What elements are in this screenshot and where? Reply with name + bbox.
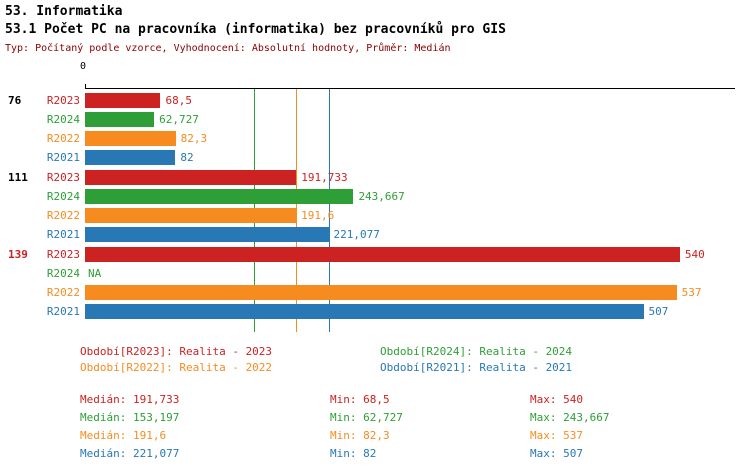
bar-row-R2023: R2023 68,5 [47, 93, 735, 108]
bar-row-R2022: R2022 191,6 [47, 208, 735, 223]
series-label-R2022: R2022 [46, 132, 80, 145]
value-label: 243,667 [358, 190, 405, 203]
bar-row-R2024: R2024 62,727 [47, 112, 735, 127]
stat-min-R2023: Min: 68,5 [330, 393, 390, 406]
bar-R2023 [85, 93, 161, 108]
bar-row-R2023: R2023 540 [47, 247, 735, 262]
bar-R2022 [85, 285, 677, 300]
value-label: 191,733 [301, 171, 348, 184]
stat-max-R2021: Max: 507 [530, 447, 583, 460]
stat-max-R2024: Max: 243,667 [530, 411, 610, 424]
stat-max-R2022: Max: 537 [530, 429, 583, 442]
value-label: 82,3 [180, 132, 208, 145]
chart-legend: Období[R2023]: Realita - 2023 Období[R202… [80, 346, 680, 373]
series-label-R2024: R2024 [46, 190, 80, 203]
series-label-R2021: R2021 [46, 305, 80, 318]
bar-R2024 [85, 189, 354, 204]
value-label: NA [88, 267, 102, 280]
stat-median-R2021: Medián: 221,077 [80, 447, 180, 460]
axis-zero-label: 0 [79, 61, 86, 72]
page-title: 53. Informatika [5, 4, 123, 19]
median-line-R2022 [296, 89, 298, 332]
series-label-R2022: R2022 [46, 209, 80, 222]
legend-item-R2021: Období[R2021]: Realita - 2021 [380, 361, 573, 374]
bar-R2022 [85, 131, 176, 146]
value-label: 537 [681, 286, 702, 299]
bar-row-R2024: R2024 243,667 [47, 189, 735, 204]
value-label: 540 [684, 248, 705, 261]
bar-R2024 [85, 112, 155, 127]
stat-min-R2022: Min: 82,3 [330, 429, 390, 442]
bar-row-R2021: R2021 507 [47, 304, 735, 319]
chart-meta-info: Typ: Počítaný podle vzorce, Vyhodnocení:… [5, 43, 451, 54]
bar-R2021 [85, 227, 329, 242]
bar-R2021 [85, 304, 644, 319]
series-label-R2023: R2023 [46, 94, 80, 107]
value-label: 82 [180, 151, 194, 164]
series-label-R2021: R2021 [46, 151, 80, 164]
series-label-R2024: R2024 [46, 267, 80, 280]
stat-median-R2024: Medián: 153,197 [80, 411, 180, 424]
median-line-R2021 [328, 89, 330, 332]
bar-row-R2022: R2022 82,3 [47, 131, 735, 146]
bar-row-R2021: R2021 82 [47, 150, 735, 165]
group-label: 139 [8, 248, 28, 261]
stat-max-R2023: Max: 540 [530, 393, 583, 406]
page-subtitle: 53.1 Počet PC na pracovníka (informatika… [5, 22, 506, 37]
value-label: 191,6 [301, 209, 335, 222]
stat-min-R2024: Min: 62,727 [330, 411, 403, 424]
bar-R2023 [85, 247, 680, 262]
bar-R2023 [85, 170, 297, 185]
axis-tick [85, 84, 86, 88]
legend-item-R2024: Období[R2024]: Realita - 2024 [380, 345, 573, 358]
series-label-R2021: R2021 [46, 228, 80, 241]
bar-chart: 0 76 R2023 68,5 R2024 62,727 R2022 82,3 R2021 82… [0, 58, 750, 338]
value-label: 507 [648, 305, 669, 318]
series-label-R2022: R2022 [46, 286, 80, 299]
legend-item-R2023: Období[R2023]: Realita - 2023 [80, 345, 273, 358]
group-label: 76 [8, 94, 22, 107]
stat-min-R2021: Min: 82 [330, 447, 377, 460]
value-label: 68,5 [165, 94, 192, 107]
group-label: 111 [8, 171, 28, 184]
axis-line [85, 88, 735, 89]
stat-median-R2023: Medián: 191,733 [80, 393, 180, 406]
bar-group-139: 139 R2023 540 R2024 NA R2022 537 R2021 507 [8, 247, 735, 319]
bar-R2021 [85, 150, 176, 165]
bar-R2022 [85, 208, 297, 223]
bar-group-111: 111 R2023 191,733 R2024 243,667 R2022 191,6 R20… [8, 170, 735, 242]
legend-item-R2022: Období[R2022]: Realita - 2022 [80, 361, 273, 374]
stats-table: Medián: 191,733 Min: 68,5 Max: 540 Medián: … [80, 394, 700, 459]
bar-row-R2024: R2024 NA [47, 266, 735, 281]
bar-group-76: 76 R2023 68,5 R2024 62,727 R2022 82,3 R2021 82 [8, 93, 735, 165]
bar-groups: 76 R2023 68,5 R2024 62,727 R2022 82,3 R2021 82 11… [8, 89, 735, 319]
bar-row-R2022: R2022 537 [47, 285, 735, 300]
bar-row-R2023: R2023 191,733 [47, 170, 735, 185]
stat-median-R2022: Medián: 191,6 [80, 429, 167, 442]
value-label: 221,077 [333, 228, 380, 241]
plot-area: 76 R2023 68,5 R2024 62,727 R2022 82,3 R2021 82 11… [8, 89, 735, 332]
series-label-R2023: R2023 [46, 171, 80, 184]
bar-row-R2021: R2021 221,077 [47, 227, 735, 242]
series-label-R2023: R2023 [46, 248, 80, 261]
value-label: 62,727 [159, 113, 199, 126]
series-label-R2024: R2024 [46, 113, 80, 126]
